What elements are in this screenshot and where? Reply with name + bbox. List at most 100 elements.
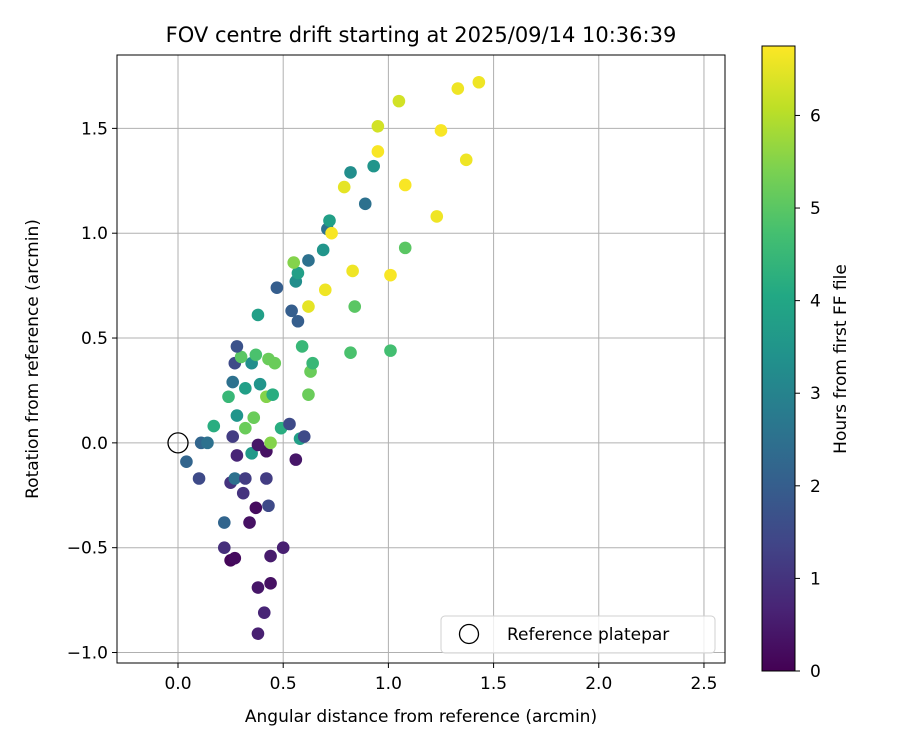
legend-label: Reference platepar [507, 625, 669, 645]
data-point [192, 472, 206, 485]
y-tick-label: −0.5 [67, 539, 108, 559]
data-point [358, 197, 372, 211]
data-point [337, 180, 351, 194]
data-point [344, 166, 357, 179]
reference-marker [167, 432, 189, 454]
y-axis-ticks: −1.0 −0.5 0.0 0.5 1.0 1.5 [67, 119, 117, 664]
y-tick-label: 1.0 [81, 224, 108, 244]
legend: Reference platepar [440, 615, 716, 654]
colorbar-tick-label: 5 [810, 199, 821, 219]
data-point [302, 388, 315, 401]
data-point [249, 501, 263, 515]
data-point [451, 82, 465, 95]
data-point [323, 214, 336, 227]
data-point [236, 486, 250, 500]
data-point [243, 516, 256, 529]
data-point [262, 499, 275, 513]
x-tick-label: 2.5 [690, 674, 717, 694]
colorbar-tick-label: 4 [810, 292, 821, 312]
data-point [398, 178, 412, 192]
data-point [226, 375, 240, 389]
data-point [264, 577, 277, 590]
data-point [325, 226, 338, 240]
data-point [430, 210, 444, 223]
data-point [276, 541, 290, 554]
plot-area-frame [116, 54, 726, 664]
data-point [266, 388, 279, 401]
data-point [264, 549, 277, 563]
colorbar-tick-label: 3 [810, 384, 821, 404]
data-point [260, 472, 273, 485]
data-point [287, 256, 301, 269]
data-point [247, 411, 261, 425]
x-axis-ticks: 0.0 0.5 1.0 1.5 2.0 2.5 [164, 663, 717, 694]
x-tick-label: 0.0 [164, 674, 191, 694]
data-point [367, 159, 380, 173]
legend-box [440, 615, 716, 654]
data-point [283, 417, 296, 431]
data-point [239, 382, 252, 395]
data-point [222, 390, 235, 404]
y-tick-label: 1.5 [81, 119, 108, 139]
colorbar-label: Hours from first FF file [831, 264, 851, 454]
data-point [398, 241, 412, 255]
data-point [217, 516, 231, 529]
colorbar-gradient [761, 45, 796, 672]
data-point [251, 438, 265, 452]
data-point [234, 350, 248, 364]
y-tick-label: −1.0 [67, 644, 108, 664]
data-point [230, 409, 244, 422]
data-point [251, 627, 265, 640]
data-point [434, 124, 448, 137]
reference-platepar-marker [167, 432, 189, 454]
data-point [291, 314, 305, 328]
colorbar: 0 1 2 3 4 5 6 Hours from first FF file [761, 45, 851, 682]
x-tick-label: 0.5 [270, 674, 297, 694]
data-point [180, 455, 193, 469]
data-point [230, 449, 244, 462]
data-point [295, 340, 309, 353]
data-point [285, 304, 298, 318]
data-point [392, 94, 406, 108]
data-point [230, 340, 244, 353]
data-point [302, 254, 315, 267]
data-point [384, 344, 397, 357]
data-point [346, 264, 359, 278]
y-tick-label: 0.5 [81, 329, 108, 349]
y-tick-label: 0.0 [81, 434, 108, 454]
data-point [249, 348, 263, 362]
data-point [226, 430, 240, 443]
data-point [348, 300, 362, 313]
data-point [257, 606, 271, 619]
y-axis-label: Rotation from reference (arcmin) [23, 219, 43, 499]
colorbar-tick-label: 1 [810, 569, 821, 589]
colorbar-tick-label: 6 [810, 106, 821, 126]
data-point [289, 453, 303, 466]
legend-marker-open-circle [458, 623, 480, 645]
data-point [459, 153, 473, 167]
data-point [217, 541, 231, 554]
x-axis-label: Angular distance from reference (arcmin) [245, 707, 597, 727]
data-point [264, 436, 277, 450]
data-point [316, 243, 330, 257]
data-point [306, 356, 319, 370]
data-point [344, 346, 357, 360]
colorbar-tick-label: 0 [810, 662, 821, 682]
data-point [228, 551, 242, 565]
data-point [291, 266, 305, 280]
data-point [207, 419, 221, 433]
data-point [371, 119, 385, 133]
data-point [384, 268, 397, 282]
x-tick-label: 2.0 [585, 674, 612, 694]
data-point [239, 472, 252, 485]
data-point [297, 430, 311, 443]
colorbar-tick-label: 2 [810, 477, 821, 497]
chart-title: FOV centre drift starting at 2025/09/14 … [166, 23, 677, 47]
data-point [318, 283, 332, 297]
data-point [251, 308, 265, 322]
data-point [262, 352, 275, 366]
data-point [201, 436, 214, 450]
data-point [371, 145, 385, 158]
data-point [253, 377, 267, 391]
